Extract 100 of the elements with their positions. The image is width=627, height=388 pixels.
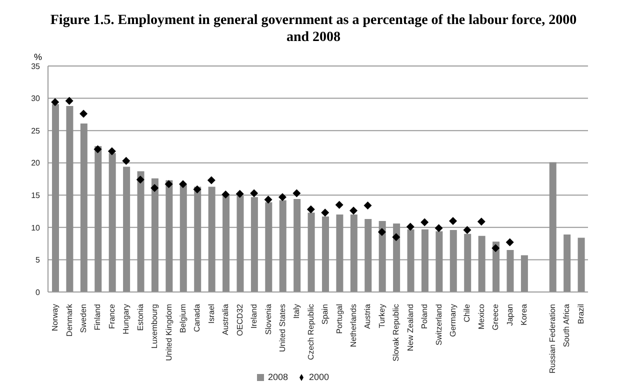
- bar: [279, 200, 286, 292]
- x-tick-label: Norway: [50, 304, 60, 332]
- point: [350, 206, 358, 215]
- bar: [393, 224, 400, 292]
- x-tick-label: Czech Republic: [306, 304, 316, 360]
- x-tick-label: Russian Federation: [548, 304, 557, 374]
- bar: [578, 238, 585, 292]
- legend-label: 2000: [309, 372, 330, 382]
- bar: [478, 236, 486, 292]
- point: [122, 156, 130, 165]
- bar: [350, 214, 358, 292]
- chart-title: Figure 1.5. Employment in general government as a percentage of the labour force, 2000 and 2008: [49, 12, 578, 47]
- y-tick-label: 5: [36, 256, 41, 265]
- x-tick-label: Switzerland: [434, 304, 444, 346]
- y-axis-title: %: [34, 52, 42, 62]
- point: [449, 216, 457, 225]
- point: [506, 238, 514, 246]
- point: [477, 218, 486, 226]
- point: [150, 184, 159, 192]
- point: [392, 233, 400, 242]
- point: [108, 147, 116, 156]
- x-tick-label: Ireland: [250, 304, 259, 328]
- point: [193, 185, 202, 194]
- bar: [421, 229, 428, 292]
- point: [492, 244, 500, 252]
- bar: [364, 219, 372, 292]
- point: [335, 200, 344, 209]
- bar: [378, 220, 386, 292]
- bar: [108, 153, 116, 292]
- x-tick-label: Luxembourg: [150, 304, 160, 348]
- x-tick-label: France: [107, 303, 116, 329]
- y-tick-label: 10: [31, 223, 41, 232]
- x-tick-label: Israel: [206, 304, 216, 324]
- x-tick-label: South Africa: [562, 303, 572, 348]
- bar: [137, 171, 144, 292]
- bar: [407, 229, 414, 292]
- bar: [151, 178, 158, 292]
- x-tick-label: OECD32: [235, 303, 244, 336]
- bar: [250, 197, 258, 292]
- bar: [322, 216, 329, 292]
- bar: [166, 180, 173, 292]
- x-tick-label: Portugal: [334, 304, 344, 334]
- point: [264, 196, 272, 204]
- point: [364, 201, 372, 210]
- point: [306, 205, 315, 214]
- x-tick-label: Estonia: [136, 303, 145, 331]
- x-tick-label: Spain: [320, 304, 330, 324]
- x-tick-label: Belgium: [178, 304, 188, 333]
- point: [65, 96, 74, 105]
- bar: [236, 196, 244, 292]
- bar: [194, 186, 202, 292]
- x-tick-label: Mexico: [476, 303, 486, 330]
- point: [463, 226, 472, 234]
- x-tick-label: Finland: [93, 304, 102, 330]
- x-tick-label: Austria: [363, 303, 372, 329]
- y-tick-label: 20: [31, 158, 41, 168]
- point: [80, 110, 88, 118]
- x-tick-label: Turkey: [377, 304, 386, 328]
- point: [278, 193, 286, 202]
- x-tick-label: Netherlands: [349, 304, 358, 348]
- bar: [520, 255, 528, 292]
- x-tick-label: Poland: [420, 304, 430, 329]
- bar: [294, 199, 301, 292]
- legend-label: 2008: [268, 372, 288, 382]
- point: [420, 218, 429, 226]
- bar: [450, 230, 457, 292]
- bar: [94, 146, 102, 292]
- x-tick-label: Hungary: [122, 304, 131, 334]
- point: [179, 180, 187, 188]
- x-tick-label: Sweden: [79, 304, 88, 333]
- x-tick-label: Greece: [491, 303, 500, 330]
- point: [207, 176, 216, 184]
- point: [94, 145, 102, 154]
- x-tick-label: Japan: [505, 304, 514, 326]
- bar: [308, 212, 315, 292]
- bar: [222, 195, 230, 292]
- x-tick-label: Australia: [221, 303, 230, 336]
- point: [378, 228, 386, 236]
- bar: [506, 250, 514, 292]
- y-tick-label: 25: [31, 126, 41, 136]
- point: [236, 190, 244, 198]
- x-tick-label: Brazil: [576, 304, 586, 324]
- x-tick-label: United States: [278, 304, 287, 352]
- bar: [436, 231, 443, 292]
- bar: [208, 186, 216, 292]
- bar: [123, 166, 130, 292]
- x-tick-label: New Zealand: [406, 304, 415, 352]
- bar: [549, 162, 556, 292]
- point: [164, 180, 173, 188]
- x-tick-label: Chile: [462, 303, 472, 322]
- x-tick-label: Canada: [192, 303, 202, 332]
- point: [292, 189, 301, 198]
- y-tick-label: 30: [31, 94, 41, 104]
- point: [51, 98, 60, 106]
- x-tick-label: Slovenia: [264, 303, 273, 335]
- bar: [52, 104, 59, 292]
- x-tick-label: Slovak Republic: [392, 304, 401, 362]
- bar: [564, 234, 571, 292]
- point: [136, 176, 144, 184]
- point: [250, 189, 258, 198]
